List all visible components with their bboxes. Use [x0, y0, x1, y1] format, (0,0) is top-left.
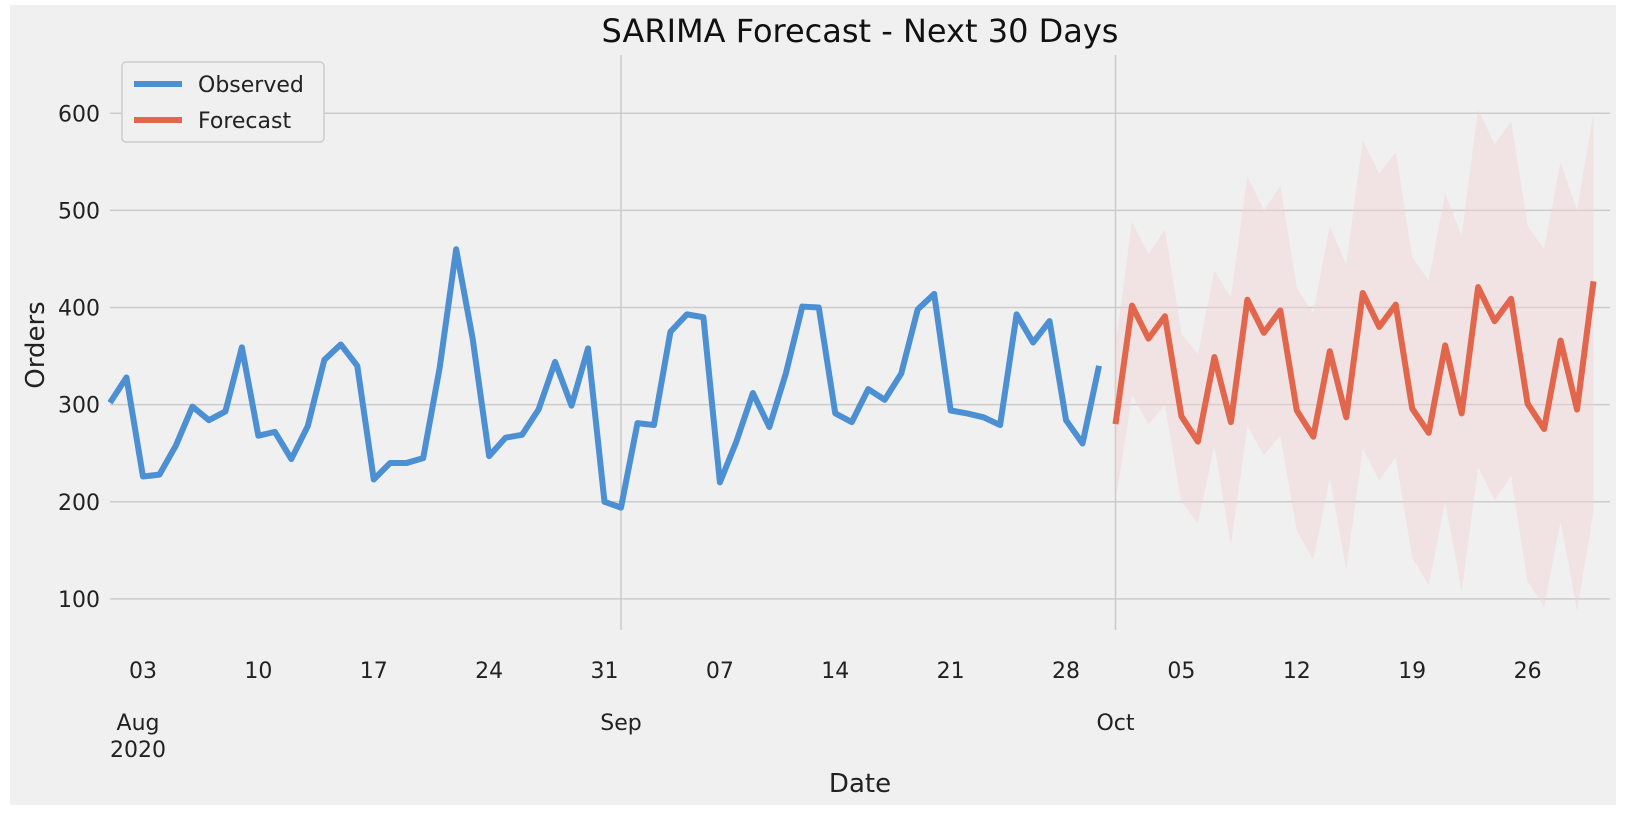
x-tick-label-1: 10: [244, 659, 272, 684]
x-tick-label-2: 17: [360, 659, 388, 684]
x-tick-label-4: 31: [591, 659, 619, 684]
y-tick-label-300: 300: [58, 394, 100, 419]
month-label-oct: Oct: [1096, 711, 1134, 736]
year-label-2020: 2020: [110, 738, 166, 763]
x-tick-label-12: 26: [1514, 659, 1542, 684]
month-label-sep: Sep: [600, 711, 641, 736]
x-tick-label-10: 12: [1283, 659, 1311, 684]
y-axis-ticks: 100 200 300 400 500 600: [58, 102, 100, 613]
series-line-observed: [107, 246, 1102, 511]
y-tick-label-600: 600: [58, 102, 100, 127]
y-axis-label: Orders: [21, 301, 51, 388]
y-tick-label-400: 400: [58, 297, 100, 322]
x-tick-label-8: 28: [1052, 659, 1080, 684]
x-tick-label-0: 03: [129, 659, 157, 684]
month-label-aug: Aug: [117, 711, 160, 736]
y-tick-label-100: 100: [58, 588, 100, 613]
x-tick-label-11: 19: [1398, 659, 1426, 684]
chart-title: SARIMA Forecast - Next 30 Days: [602, 12, 1119, 50]
y-tick-label-200: 200: [58, 491, 100, 516]
y-tick-label-500: 500: [58, 199, 100, 224]
x-tick-label-7: 21: [937, 659, 965, 684]
x-tick-label-6: 14: [821, 659, 849, 684]
x-tick-label-3: 24: [475, 659, 503, 684]
x-tick-label-5: 07: [706, 659, 734, 684]
x-tick-label-9: 05: [1167, 659, 1195, 684]
series-lines: [107, 246, 1597, 511]
x-axis-label: Date: [829, 769, 891, 799]
legend-label-forecast: Forecast: [198, 109, 291, 134]
legend-label-observed: Observed: [198, 73, 304, 98]
legend: Observed Forecast: [121, 61, 325, 143]
series-line-forecast: [1112, 280, 1597, 445]
